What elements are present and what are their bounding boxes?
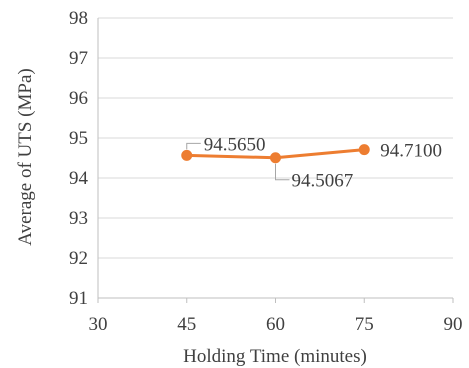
x-tick-label: 60 [266, 314, 285, 335]
y-tick-label: 98 [69, 8, 88, 29]
data-label: 94.5067 [292, 171, 354, 192]
axes [97, 18, 454, 303]
x-tick-label: 30 [89, 314, 108, 335]
x-tick-label: 90 [444, 314, 463, 335]
y-tick-label: 93 [69, 208, 88, 229]
y-tick-label: 91 [69, 288, 88, 309]
y-tick-label: 94 [69, 168, 89, 189]
data-point [358, 144, 370, 156]
leader-line [186, 142, 201, 150]
y-tick-label: 97 [69, 48, 88, 69]
y-tick-label: 95 [69, 128, 88, 149]
leader-line [275, 163, 290, 181]
y-tick-label: 92 [69, 248, 88, 269]
y-tick-labels: 91 92 93 94 95 96 97 98 [69, 8, 89, 309]
y-axis-title: Average of UTS (MPa) [15, 68, 36, 245]
x-tick-label: 75 [355, 314, 374, 335]
series-group [181, 144, 370, 164]
y-tick-label: 96 [69, 88, 88, 109]
data-label: 94.7100 [380, 141, 442, 162]
x-axis-title: Holding Time (minutes) [183, 346, 367, 367]
x-tick-labels: 30 45 60 75 90 [89, 314, 463, 335]
x-tick-label: 45 [177, 314, 196, 335]
data-label: 94.5650 [204, 134, 266, 155]
gridlines [98, 17, 453, 259]
data-labels-group: 94.5650 94.5067 94.7100 [186, 134, 442, 192]
data-point [270, 152, 281, 164]
data-point [181, 149, 193, 161]
